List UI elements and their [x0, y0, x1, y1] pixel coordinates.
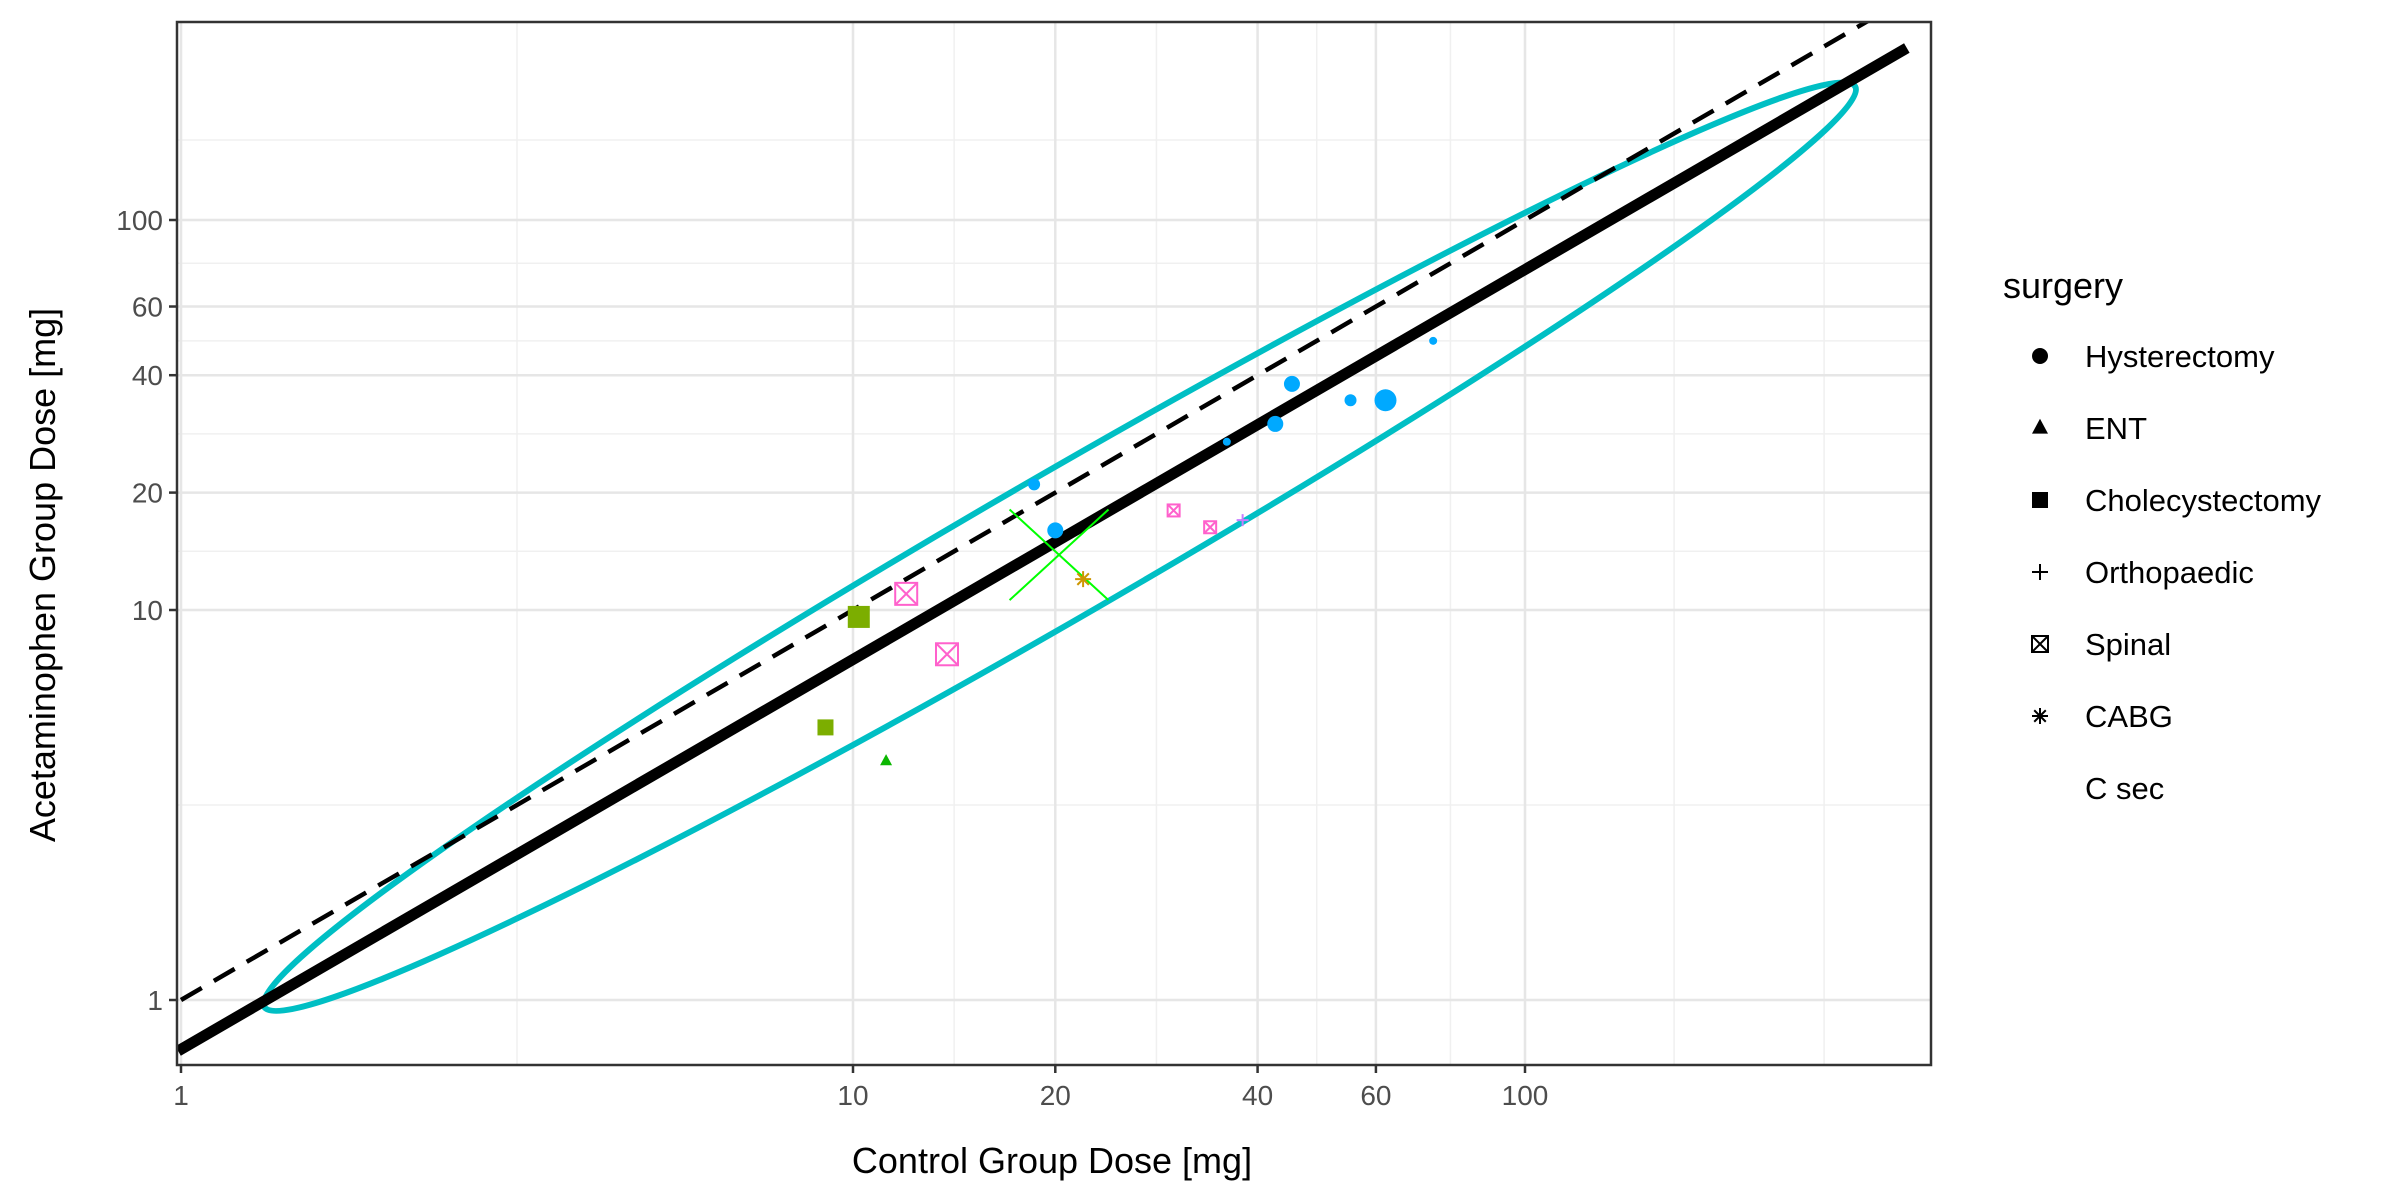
legend-item: CABG [2032, 699, 2173, 734]
x-tick-label: 60 [1360, 1080, 1391, 1111]
data-point [1075, 571, 1092, 588]
plot-border [175, 20, 1933, 1067]
y-tick-label: 40 [132, 360, 163, 391]
y-tick-label: 10 [132, 595, 163, 626]
y-tick-label: 60 [132, 292, 163, 323]
identity-line [179, 22, 1871, 1002]
legend-label: Spinal [2085, 627, 2171, 662]
legend-key-plus [2032, 564, 2048, 580]
fit-line [177, 43, 1910, 1056]
x-axis-title: Control Group Dose [mg] [852, 1140, 1252, 1181]
legend-label: Hysterectomy [2085, 339, 2275, 374]
data-point [1028, 478, 1041, 491]
legend-key-asterisk [2032, 708, 2048, 724]
legend-label: ENT [2085, 411, 2147, 446]
legend-label: C sec [2085, 771, 2164, 806]
legend-item: ENT [2032, 411, 2147, 446]
legend-key-boxed-x [2031, 635, 2049, 653]
legend-label: Orthopaedic [2085, 555, 2254, 590]
x-tick-label: 100 [1502, 1080, 1549, 1111]
x-tick-label: 20 [1040, 1080, 1071, 1111]
legend-label: Cholecystectomy [2085, 483, 2322, 518]
y-tick-label: 20 [132, 478, 163, 509]
legend-item: Cholecystectomy [2032, 483, 2322, 518]
legend-item: Orthopaedic [2032, 555, 2254, 590]
y-axis: 1 10 20 40 60 100 [116, 205, 177, 1016]
data-layer [177, 22, 1910, 1056]
y-tick-label: 100 [116, 205, 163, 236]
legend-label: CABG [2085, 699, 2173, 734]
data-point [1047, 522, 1064, 539]
x-axis: 1 10 20 40 60 100 [173, 1065, 1548, 1111]
data-point [817, 719, 834, 736]
summary-cross-arm [1008, 508, 1110, 601]
x-tick-label: 40 [1242, 1080, 1273, 1111]
data-point [1374, 389, 1397, 412]
legend-item: Spinal [2031, 627, 2171, 662]
legend-title: surgery [2003, 265, 2123, 306]
x-tick-label: 10 [837, 1080, 868, 1111]
data-point [1236, 514, 1249, 527]
legend-item: Hysterectomy [2032, 339, 2275, 374]
data-point [1283, 375, 1300, 392]
legend-key-circle [2032, 348, 2048, 364]
data-point [1429, 336, 1438, 345]
data-point [847, 605, 870, 628]
legend-key-square [2032, 492, 2048, 508]
legend: surgery Hysterectomy ENT Cholecystectomy Or… [2003, 265, 2322, 806]
data-point [880, 754, 893, 766]
data-point [894, 581, 919, 606]
data-point [1222, 437, 1231, 446]
data-point [1203, 520, 1218, 535]
plot-area [175, 20, 1933, 1067]
data-point [1267, 415, 1284, 432]
legend-key-triangle [2032, 418, 2048, 434]
y-tick-label: 1 [147, 985, 163, 1016]
y-axis-title: Acetaminophen Group Dose [mg] [22, 308, 63, 842]
legend-item: C sec [2085, 771, 2164, 806]
x-tick-label: 1 [173, 1080, 189, 1111]
data-point [1344, 394, 1357, 407]
data-point [934, 642, 959, 667]
data-point [1166, 503, 1181, 518]
